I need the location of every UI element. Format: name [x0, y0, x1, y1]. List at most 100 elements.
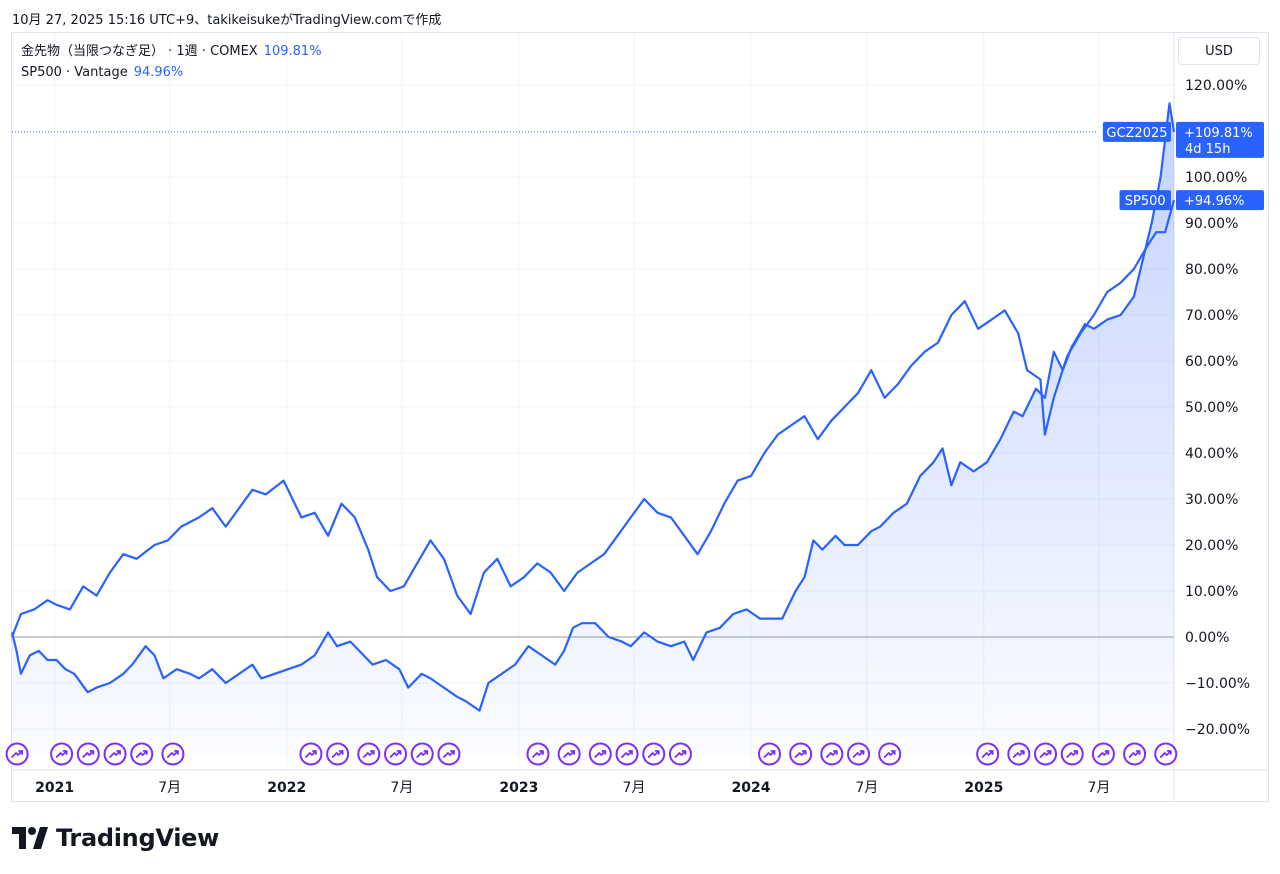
currency-button[interactable]: USD	[1178, 37, 1260, 65]
event-marker-arrow	[647, 750, 660, 758]
chart-caption: 10月 27, 2025 15:16 UTC+9、takikeisukeがTra…	[12, 13, 442, 28]
y-tick-label: 60.00%	[1185, 354, 1238, 370]
event-marker-arrow	[11, 750, 23, 758]
x-tick-label: 7月	[1087, 780, 1110, 796]
x-tick-label: 2025	[964, 780, 1003, 796]
time-axis[interactable]: 2021 7月 2022 7月 2023 7月 2024 7月 2025 7月	[35, 780, 1110, 796]
event-marker-arrow	[1066, 750, 1079, 758]
event-marker-icon[interactable]	[1154, 742, 1178, 766]
event-marker-icon[interactable]	[668, 742, 692, 766]
event-marker-icon[interactable]	[615, 742, 639, 766]
event-marker-arrow	[794, 750, 807, 758]
series-name-tag-sp500	[1119, 190, 1171, 211]
series-value-tag-sp500	[1176, 190, 1264, 211]
event-marker-arrow	[1097, 750, 1110, 758]
event-marker-arrow	[362, 750, 375, 758]
event-marker-arrow	[82, 750, 95, 758]
event-marker-arrow	[1159, 750, 1172, 758]
y-tick-label: 50.00%	[1185, 400, 1238, 416]
y-tick-label: 80.00%	[1185, 262, 1238, 278]
event-marker-arrow	[563, 750, 576, 758]
legend-value-gold: 109.81%	[263, 44, 322, 59]
event-marker-arrow	[763, 750, 776, 758]
tradingview-logo-icon	[12, 827, 48, 849]
event-marker-icon[interactable]	[410, 742, 434, 766]
y-tick-label: 100.00%	[1185, 170, 1247, 186]
event-marker-icon[interactable]	[103, 742, 127, 766]
event-marker-icon[interactable]	[1091, 742, 1115, 766]
y-tick-label: 90.00%	[1185, 216, 1238, 232]
legend-label-sp500: SP500 · Vantage	[21, 65, 128, 80]
x-tick-label: 2021	[35, 780, 74, 796]
event-marker-arrow	[1012, 750, 1025, 758]
event-marker-arrow	[305, 750, 317, 758]
price-axis[interactable]: 120.00% 100.00% 90.00% 80.00% 70.00% 60.00% 50…	[1185, 78, 1250, 738]
event-marker-icon[interactable]	[789, 742, 813, 766]
series-value-label: +94.96%	[1184, 194, 1244, 209]
y-tick-label: 10.00%	[1185, 584, 1238, 600]
event-marker-arrow	[109, 750, 121, 758]
x-tick-label: 7月	[855, 780, 878, 796]
event-marker-icon[interactable]	[588, 742, 612, 766]
event-marker-icon[interactable]	[161, 742, 185, 766]
event-marker-arrow	[532, 750, 544, 758]
legend-row-sp500[interactable]: SP500 · Vantage 94.96%	[21, 62, 322, 83]
chart-frame	[11, 32, 1269, 802]
event-marker-arrow	[621, 750, 633, 758]
event-marker-arrow	[443, 750, 455, 758]
series-name-tag-gcz2025	[1102, 121, 1171, 142]
event-marker-icon[interactable]	[642, 742, 666, 766]
event-marker-icon[interactable]	[847, 742, 871, 766]
chart-legend: 金先物（当限つなぎ足） · 1週 · COMEX 109.81% SP500 · …	[21, 41, 322, 83]
event-markers[interactable]	[5, 742, 1178, 766]
event-marker-icon[interactable]	[557, 742, 581, 766]
event-marker-arrow	[594, 750, 607, 758]
x-tick-label: 2022	[267, 780, 306, 796]
event-marker-icon[interactable]	[820, 742, 844, 766]
event-marker-icon[interactable]	[437, 742, 461, 766]
event-marker-icon[interactable]	[976, 742, 1000, 766]
y-tick-label: 20.00%	[1185, 538, 1238, 554]
event-marker-arrow	[883, 750, 896, 758]
event-marker-arrow	[135, 750, 148, 758]
event-marker-arrow	[167, 750, 179, 758]
event-marker-icon[interactable]	[50, 742, 74, 766]
event-marker-arrow	[1039, 750, 1052, 758]
event-marker-arrow	[825, 750, 838, 758]
event-marker-icon[interactable]	[299, 742, 323, 766]
event-marker-icon[interactable]	[5, 742, 29, 766]
series-value-label: +109.81%	[1184, 126, 1253, 141]
event-marker-arrow	[416, 750, 429, 758]
event-marker-arrow	[331, 750, 344, 758]
y-tick-label: −20.00%	[1185, 722, 1250, 738]
event-marker-icon[interactable]	[1123, 742, 1147, 766]
event-marker-arrow	[674, 750, 687, 758]
event-marker-arrow	[852, 750, 865, 758]
event-marker-icon[interactable]	[357, 742, 381, 766]
x-tick-label: 7月	[623, 780, 646, 796]
event-marker-icon[interactable]	[130, 742, 154, 766]
event-marker-icon[interactable]	[1034, 742, 1058, 766]
event-marker-arrow	[55, 750, 68, 758]
x-tick-label: 7月	[158, 780, 181, 796]
event-marker-icon[interactable]	[384, 742, 408, 766]
legend-row-gold[interactable]: 金先物（当限つなぎ足） · 1週 · COMEX 109.81%	[21, 41, 322, 62]
series-line-sp500[interactable]	[10, 199, 1176, 638]
y-tick-label: 30.00%	[1185, 492, 1238, 508]
y-tick-label: 120.00%	[1185, 78, 1247, 94]
event-marker-icon[interactable]	[1060, 742, 1084, 766]
series-value-tag-gcz2025	[1176, 121, 1264, 158]
y-tick-label: −10.00%	[1185, 676, 1250, 692]
tradingview-logo-text: TradingView	[56, 824, 219, 852]
tradingview-logo[interactable]: TradingView	[12, 824, 219, 852]
event-marker-icon[interactable]	[878, 742, 902, 766]
event-marker-icon[interactable]	[757, 742, 781, 766]
event-marker-icon[interactable]	[526, 742, 550, 766]
event-marker-arrow	[389, 750, 402, 758]
series-line-gcz2025[interactable]	[10, 102, 1176, 712]
event-marker-arrow	[981, 750, 994, 758]
event-marker-icon[interactable]	[1007, 742, 1031, 766]
event-marker-icon[interactable]	[326, 742, 350, 766]
event-marker-icon[interactable]	[76, 742, 100, 766]
